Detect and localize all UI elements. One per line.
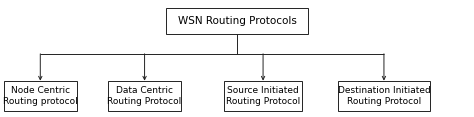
FancyBboxPatch shape (166, 8, 308, 34)
Text: WSN Routing Protocols: WSN Routing Protocols (178, 16, 296, 26)
Text: Source Initiated
Routing Protocol: Source Initiated Routing Protocol (226, 86, 300, 106)
Text: Data Centric
Routing Protocol: Data Centric Routing Protocol (108, 86, 182, 106)
FancyBboxPatch shape (4, 81, 77, 111)
FancyBboxPatch shape (108, 81, 181, 111)
Text: Destination Initiated
Routing Protocol: Destination Initiated Routing Protocol (337, 86, 430, 106)
FancyBboxPatch shape (224, 81, 302, 111)
Text: Node Centric
Routing protocol: Node Centric Routing protocol (3, 86, 78, 106)
FancyBboxPatch shape (337, 81, 430, 111)
